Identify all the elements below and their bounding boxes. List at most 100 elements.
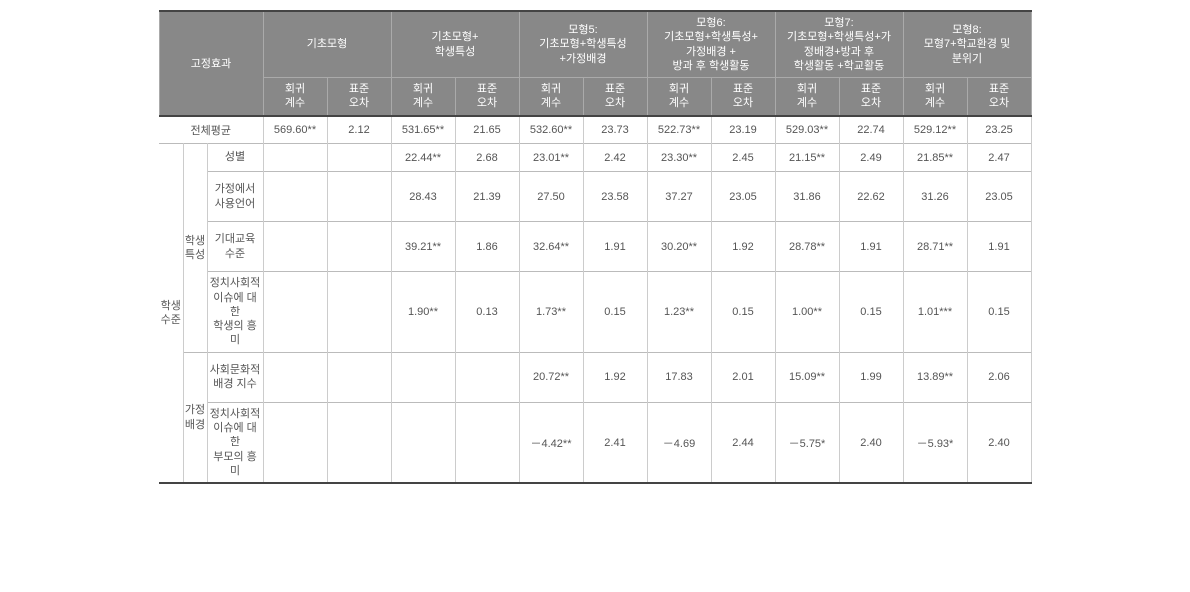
table-row: 가정배경 사회문화적배경 지수 20.72** 1.92 17.83 2.01 … <box>159 352 1031 402</box>
cell: 532.60** <box>519 116 583 144</box>
cell <box>263 352 327 402</box>
cell: 23.05 <box>967 172 1031 222</box>
cell <box>391 352 455 402</box>
row-label-overall: 전체평균 <box>159 116 263 144</box>
header-model-0: 기초모형 <box>263 11 391 78</box>
cell: 2.49 <box>839 144 903 172</box>
header-se-5: 표준오차 <box>967 78 1031 116</box>
cell: 37.27 <box>647 172 711 222</box>
cell: 39.21** <box>391 222 455 272</box>
cell: 17.83 <box>647 352 711 402</box>
header-se-0: 표준오차 <box>327 78 391 116</box>
row-label-expected-edu: 기대교육수준 <box>207 222 263 272</box>
cell <box>263 402 327 483</box>
cell: 2.12 <box>327 116 391 144</box>
cell <box>327 222 391 272</box>
row-label-political-interest: 정치사회적이슈에 대한학생의 흥미 <box>207 272 263 352</box>
cell: 27.50 <box>519 172 583 222</box>
table-row: 정치사회적이슈에 대한학생의 흥미 1.90** 0.13 1.73** 0.1… <box>159 272 1031 352</box>
cell: 23.19 <box>711 116 775 144</box>
cell: 23.30** <box>647 144 711 172</box>
cell: 2.40 <box>967 402 1031 483</box>
header-model-3: 모형6:기초모형+학생특성+가정배경 +방과 후 학생활동 <box>647 11 775 78</box>
cell: 28.43 <box>391 172 455 222</box>
cell <box>327 144 391 172</box>
header-coef-5: 회귀계수 <box>903 78 967 116</box>
header-model-4: 모형7:기초모형+학생특성+가정배경+방과 후학생활동 +학교활동 <box>775 11 903 78</box>
cell: 1.99 <box>839 352 903 402</box>
table-row: 정치사회적이슈에 대한부모의 흥미 －4.42** 2.41 －4.69 2.4… <box>159 402 1031 483</box>
table-row: 학생수준 학생특성 성별 22.44** 2.68 23.01** 2.42 2… <box>159 144 1031 172</box>
row-label-gender: 성별 <box>207 144 263 172</box>
cell: 1.91 <box>583 222 647 272</box>
cell: 21.15** <box>775 144 839 172</box>
cell: 1.91 <box>839 222 903 272</box>
header-se-1: 표준오차 <box>455 78 519 116</box>
cell <box>263 222 327 272</box>
cell: 531.65** <box>391 116 455 144</box>
cell: 0.15 <box>967 272 1031 352</box>
regression-table: 고정효과 기초모형 기초모형+학생특성 모형5:기초모형+학생특성+가정배경 모… <box>159 10 1032 484</box>
cell: 0.15 <box>583 272 647 352</box>
cell: 2.68 <box>455 144 519 172</box>
cell <box>455 402 519 483</box>
group-family-bg: 가정배경 <box>183 352 207 483</box>
cell: 2.40 <box>839 402 903 483</box>
table-row: 전체평균 569.60** 2.12 531.65** 21.65 532.60… <box>159 116 1031 144</box>
header-coef-3: 회귀계수 <box>647 78 711 116</box>
cell <box>327 172 391 222</box>
group-student-char: 학생특성 <box>183 144 207 352</box>
cell: 2.01 <box>711 352 775 402</box>
cell: 31.86 <box>775 172 839 222</box>
cell: 20.72** <box>519 352 583 402</box>
cell: 2.44 <box>711 402 775 483</box>
cell: －4.42** <box>519 402 583 483</box>
cell <box>327 352 391 402</box>
cell: 21.65 <box>455 116 519 144</box>
cell: 1.73** <box>519 272 583 352</box>
header-model-5: 모형8:모형7+학교환경 및분위기 <box>903 11 1031 78</box>
cell: 23.73 <box>583 116 647 144</box>
cell: 2.41 <box>583 402 647 483</box>
cell: －5.75* <box>775 402 839 483</box>
cell: 32.64** <box>519 222 583 272</box>
table-row: 기대교육수준 39.21** 1.86 32.64** 1.91 30.20**… <box>159 222 1031 272</box>
header-se-2: 표준오차 <box>583 78 647 116</box>
header-coef-1: 회귀계수 <box>391 78 455 116</box>
cell <box>263 172 327 222</box>
group-student-level: 학생수준 <box>159 144 183 483</box>
cell: 23.05 <box>711 172 775 222</box>
cell: 0.15 <box>839 272 903 352</box>
header-coef-0: 회귀계수 <box>263 78 327 116</box>
header-coef-4: 회귀계수 <box>775 78 839 116</box>
cell: 1.00** <box>775 272 839 352</box>
cell: 1.91 <box>967 222 1031 272</box>
cell: 529.03** <box>775 116 839 144</box>
header-se-3: 표준오차 <box>711 78 775 116</box>
cell: －5.93* <box>903 402 967 483</box>
cell: 21.85** <box>903 144 967 172</box>
header-model-2: 모형5:기초모형+학생특성+가정배경 <box>519 11 647 78</box>
cell: 22.74 <box>839 116 903 144</box>
row-label-sociocultural: 사회문화적배경 지수 <box>207 352 263 402</box>
cell: －4.69 <box>647 402 711 483</box>
header-fixed-effect: 고정효과 <box>159 11 263 116</box>
cell: 21.39 <box>455 172 519 222</box>
cell <box>391 402 455 483</box>
row-label-home-lang: 가정에서사용언어 <box>207 172 263 222</box>
cell: 1.92 <box>583 352 647 402</box>
cell: 22.62 <box>839 172 903 222</box>
cell: 30.20** <box>647 222 711 272</box>
cell: 522.73** <box>647 116 711 144</box>
cell: 23.25 <box>967 116 1031 144</box>
header-model-1: 기초모형+학생특성 <box>391 11 519 78</box>
cell: 1.92 <box>711 222 775 272</box>
cell: 1.90** <box>391 272 455 352</box>
cell: 2.47 <box>967 144 1031 172</box>
cell: 23.58 <box>583 172 647 222</box>
cell: 569.60** <box>263 116 327 144</box>
header-se-4: 표준오차 <box>839 78 903 116</box>
cell: 28.71** <box>903 222 967 272</box>
cell: 0.13 <box>455 272 519 352</box>
cell: 1.01*** <box>903 272 967 352</box>
